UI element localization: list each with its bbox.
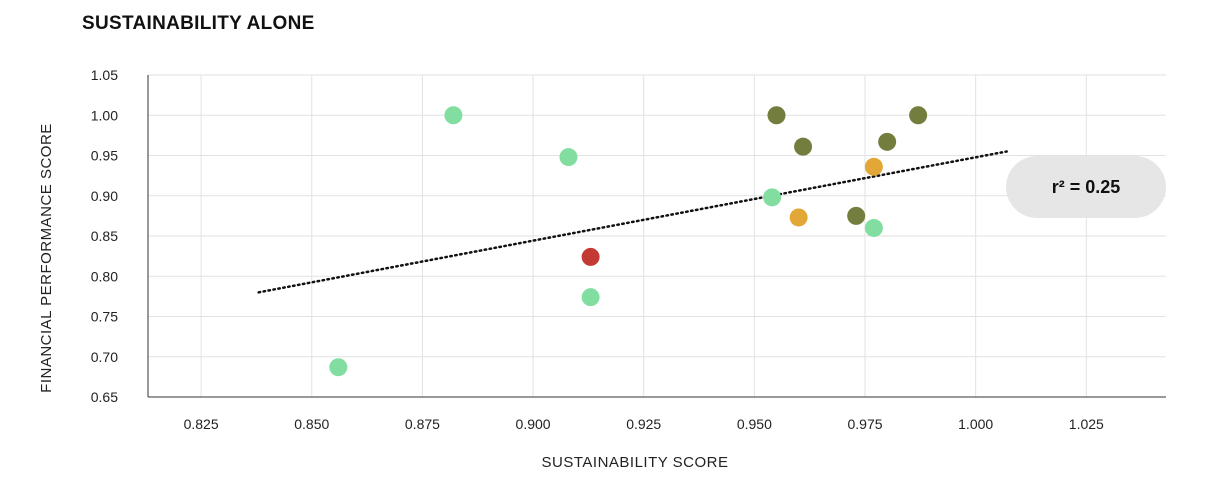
data-point [909, 106, 928, 125]
data-points [329, 106, 928, 377]
data-point [864, 218, 883, 237]
data-point [559, 148, 578, 167]
data-point [794, 137, 813, 156]
data-point [847, 206, 866, 225]
x-tick-label: 0.925 [626, 416, 661, 432]
grid [148, 74, 1166, 397]
x-tick-label: 0.975 [848, 416, 883, 432]
x-tick-label: 0.875 [405, 416, 440, 432]
y-tick-label: 0.75 [91, 309, 118, 325]
data-point [581, 247, 600, 266]
data-point [444, 106, 463, 125]
x-tick-label: 0.850 [294, 416, 329, 432]
data-point [789, 208, 808, 227]
x-tick-label: 0.900 [516, 416, 551, 432]
y-axis-title: FINANCIAL PERFORMANCE SCORE [38, 123, 55, 393]
y-tick-label: 1.00 [91, 107, 118, 123]
y-tick-label: 0.65 [91, 389, 118, 405]
data-point [329, 358, 348, 377]
y-tick-label: 0.90 [91, 188, 118, 204]
trendline-group [257, 150, 1008, 294]
x-tick-label: 1.000 [958, 416, 993, 432]
data-point [763, 188, 782, 207]
data-point [581, 288, 600, 307]
x-axis-title: SUSTAINABILITY SCORE [542, 454, 729, 471]
axes [147, 75, 1166, 398]
y-tick-label: 0.85 [91, 228, 118, 244]
annotation-pill [1006, 156, 1166, 218]
trendline [257, 150, 1008, 294]
data-point [878, 132, 897, 151]
r-squared-label: r² = 0.25 [1052, 177, 1121, 197]
x-tick-label: 0.950 [737, 416, 772, 432]
x-tick-label: 1.025 [1069, 416, 1104, 432]
y-tick-label: 0.95 [91, 148, 118, 164]
y-tick-label: 1.05 [91, 67, 118, 83]
data-point [864, 157, 883, 176]
y-tick-label: 0.70 [91, 349, 118, 365]
r-squared-annotation: r² = 0.25 [1006, 156, 1166, 218]
x-tick-label: 0.825 [184, 416, 219, 432]
y-tick-label: 0.80 [91, 268, 118, 284]
tick-labels: 0.65 0.70 0.75 0.80 0.85 0.90 0.95 1.00 1.05 0.82… [91, 67, 1104, 432]
data-point [767, 106, 786, 125]
chart-title: SUSTAINABILITY ALONE [82, 13, 315, 34]
